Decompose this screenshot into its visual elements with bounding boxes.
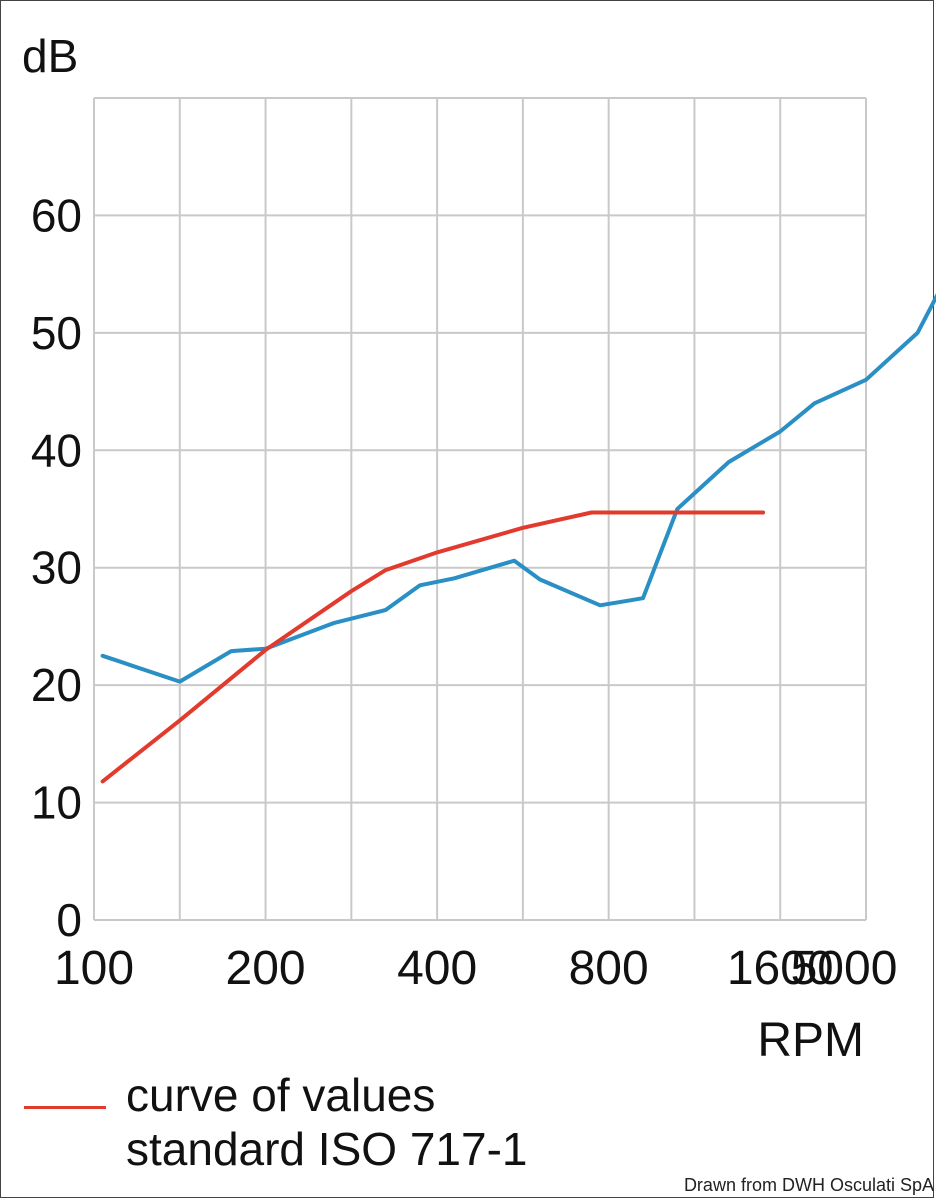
x-axis-label: RPM [757, 1014, 864, 1067]
chart-lines [100, 293, 936, 784]
y-tick-label: 60 [31, 189, 82, 241]
y-axis-ticks: 0 10 20 30 40 50 60 [31, 189, 82, 946]
legend-label-line1: curve of values [126, 1069, 436, 1121]
chart-grid [93, 97, 867, 921]
legend-swatch-iso [24, 1106, 106, 1109]
series-line-iso-717-1 [100, 510, 766, 784]
x-tick-label: 5000 [791, 942, 898, 995]
y-tick-label: 20 [31, 659, 82, 711]
y-axis-label: dB [22, 30, 78, 82]
y-tick-label: 10 [31, 777, 82, 829]
x-tick-label: 200 [226, 942, 306, 995]
x-tick-label: 1600 [727, 942, 834, 995]
x-tick-label: 400 [397, 942, 477, 995]
y-tick-label: 40 [31, 424, 82, 476]
y-tick-label: 0 [56, 894, 82, 946]
credit-text: Drawn from DWH Osculati SpA [683, 1175, 934, 1195]
legend-label: curve of values standard ISO 717-1 [126, 1068, 646, 1176]
y-tick-label: 50 [31, 307, 82, 359]
y-tick-label: 30 [31, 542, 82, 594]
legend-label-line2: standard ISO 717-1 [126, 1123, 528, 1175]
series-line-measured [100, 293, 936, 684]
x-tick-label: 800 [569, 942, 649, 995]
x-tick-label: 100 [54, 942, 134, 995]
